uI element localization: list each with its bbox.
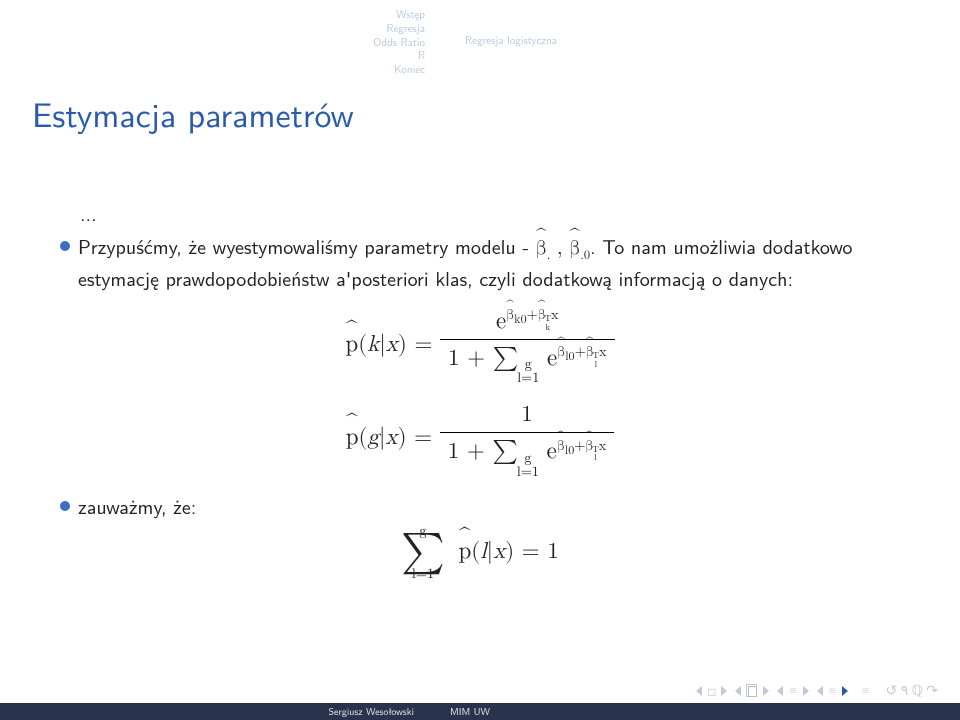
nav-left: Wstęp Regresja Odds Ratio R Koniec (0, 8, 425, 77)
formula-pg: p(g|x) = 1 1 + ∑gl=1 eβl0+βTlx (60, 399, 900, 479)
footer-inst: MIM UW (432, 703, 960, 720)
bullet-icon (60, 241, 70, 251)
formula-sum: g ∑ l=1 p(l|x) = 1 (60, 524, 900, 582)
bullet-icon (60, 501, 70, 511)
ellipsis: ... (80, 200, 900, 227)
nav-item: R (0, 49, 425, 63)
nav-item: Wstęp (0, 8, 425, 22)
text: Przypuśćmy, że wyestymowaliśmy parametry… (78, 232, 536, 261)
formula-pk: p(k|x) = eβk0+βTkx 1 + ∑gl=1 eβl0+βTlx (60, 306, 900, 386)
footer: Sergiusz Wesołowski MIM UW (0, 703, 960, 720)
bullet-1: Przypuśćmy, że wyestymowaliśmy parametry… (60, 233, 900, 292)
nav-item: Regresja (0, 22, 425, 36)
content: ... Przypuśćmy, że wyestymowaliśmy param… (60, 200, 900, 596)
slide-title: Estymacja parametrów (32, 88, 354, 138)
footer-author: Sergiusz Wesołowski (0, 703, 432, 720)
text: zauważmy, że: (78, 493, 900, 520)
beamer-navbar[interactable]: □ ≡ ≡ ≡ ↺ ۹ ℚ ↷ (696, 682, 938, 700)
nav-item: Odds Ratio (0, 36, 425, 50)
nav-item: Koniec (0, 63, 425, 77)
nav-right: Regresja logistyczna (465, 8, 557, 77)
